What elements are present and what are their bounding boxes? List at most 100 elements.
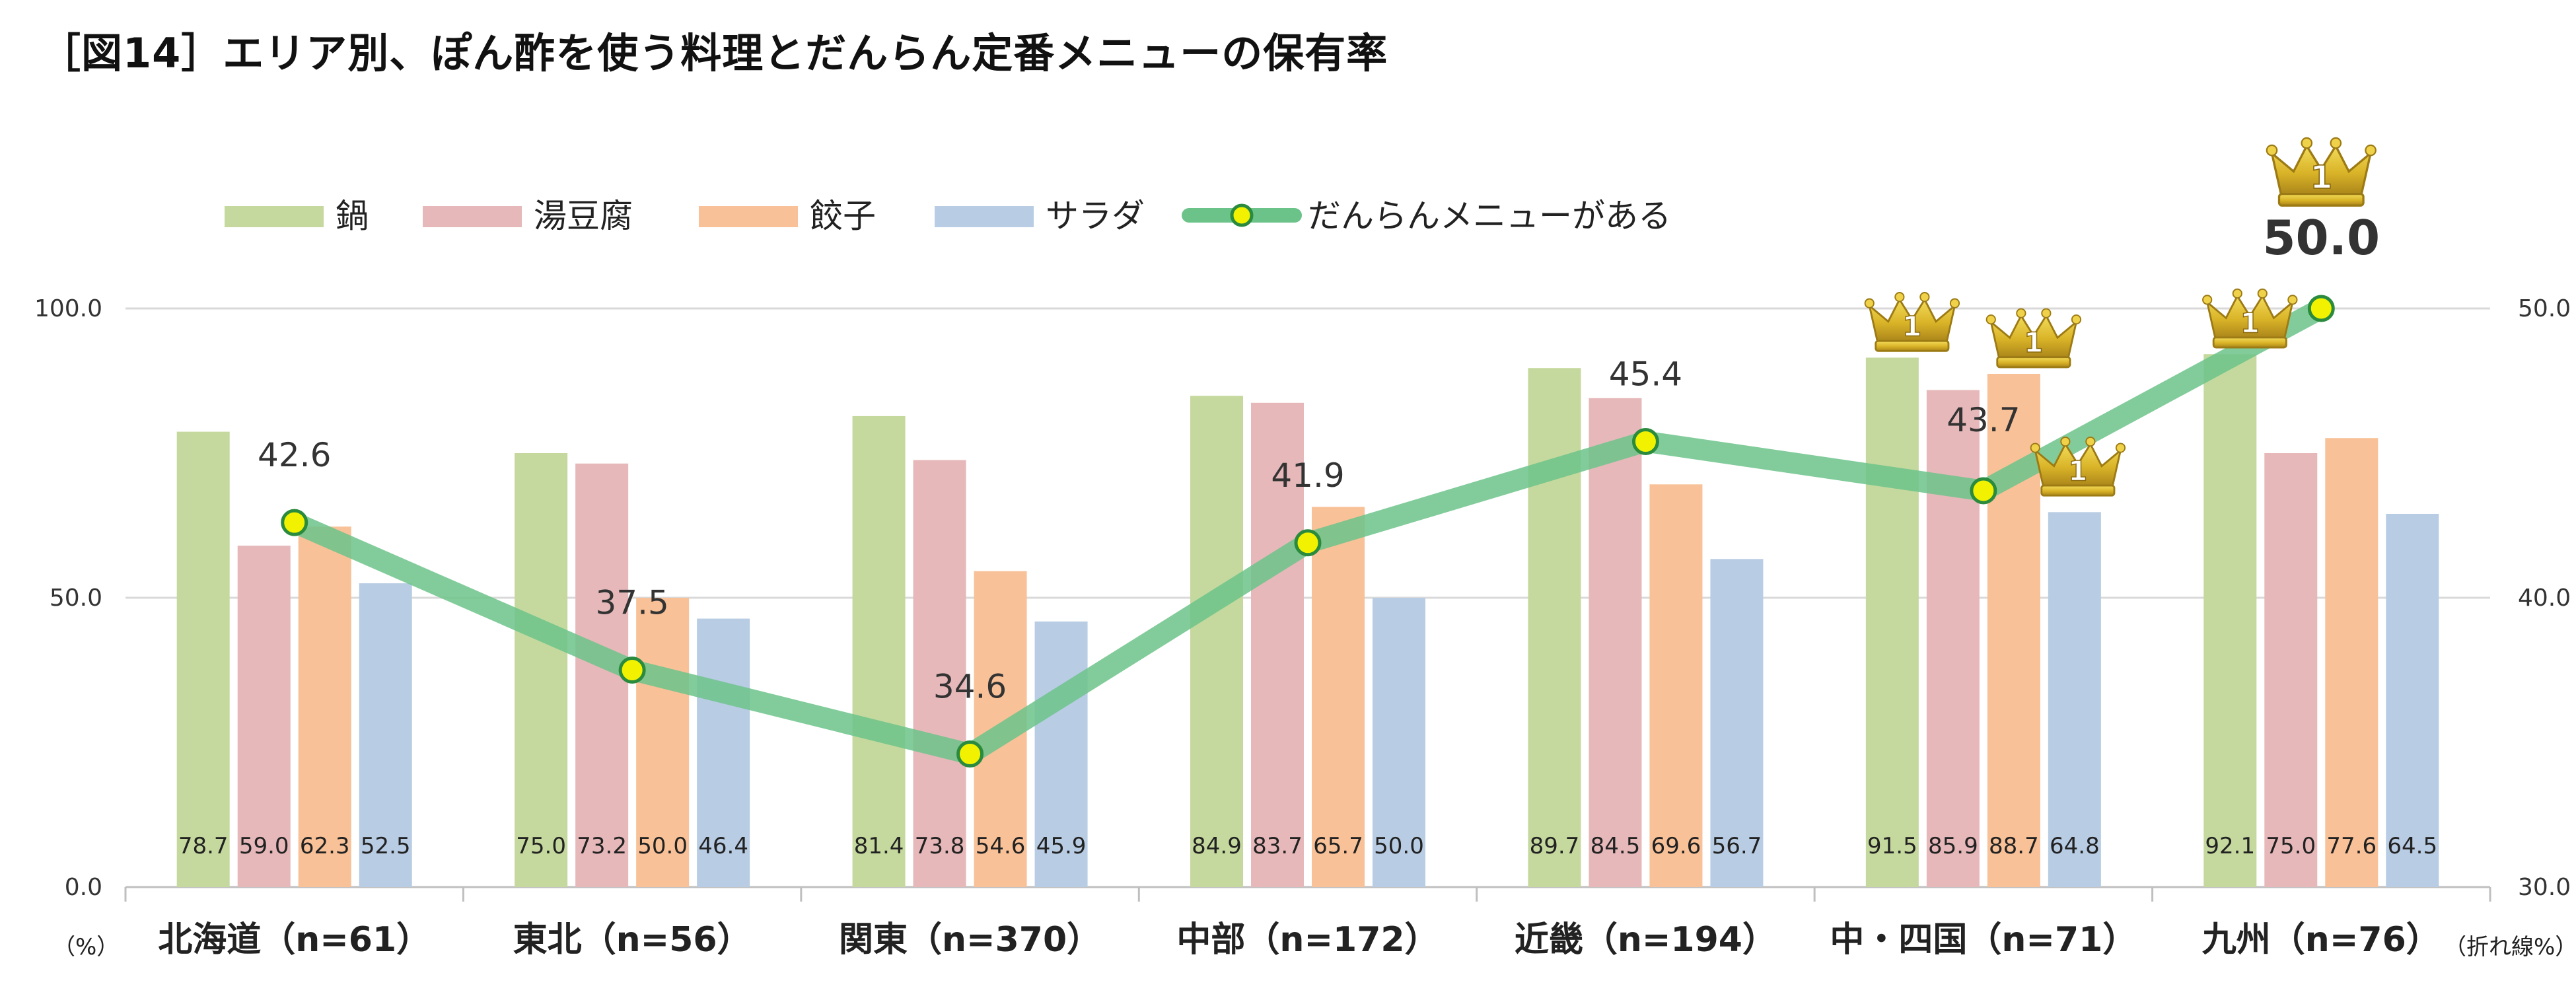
bar-value-label: 73.2	[577, 833, 627, 859]
right-tick-label: 40.0	[2518, 585, 2571, 612]
left-axis-unit: （%）	[53, 934, 119, 960]
bar-value-label: 65.7	[1313, 833, 1363, 859]
bar-サラダ	[1373, 598, 1425, 887]
bar-湯豆腐	[913, 460, 966, 887]
bar-湯豆腐	[237, 546, 291, 887]
bar-鍋	[1528, 368, 1581, 887]
bar-value-label: 64.8	[2050, 833, 2100, 859]
crown-icon: 1	[2030, 436, 2126, 497]
line-point	[1294, 529, 1322, 557]
right-axis-unit: （折れ線%）	[2444, 934, 2576, 960]
svg-text:1: 1	[2240, 306, 2260, 339]
line-point	[281, 509, 308, 536]
bar-value-label: 75.0	[2266, 833, 2316, 859]
bar-鍋	[1190, 396, 1243, 887]
line-value-label: 34.6	[933, 668, 1007, 706]
bar-value-label: 52.5	[361, 833, 411, 859]
bar-value-label: 77.6	[2326, 833, 2377, 859]
bar-value-label: 64.5	[2387, 833, 2437, 859]
line-value-label: 37.5	[595, 584, 668, 622]
bar-value-label: 91.5	[1867, 833, 1917, 859]
right-tick-label: 50.0	[2518, 295, 2571, 322]
bar-value-label: 54.6	[976, 833, 1026, 859]
legend-label: 餃子	[810, 197, 876, 235]
line-point	[1970, 477, 1997, 505]
line-point	[2307, 295, 2335, 322]
bar-サラダ	[697, 618, 750, 887]
bar-value-label: 45.9	[1036, 833, 1087, 859]
crown-icon: 1	[2266, 137, 2377, 207]
bar-value-label: 50.0	[1374, 833, 1424, 859]
crown-icon: 1	[1986, 308, 2082, 369]
svg-text:1: 1	[1902, 310, 1921, 343]
legend-swatch	[935, 206, 1034, 227]
bar-餃子	[298, 526, 351, 887]
bar-サラダ	[2386, 513, 2439, 887]
bar-value-label: 62.3	[300, 833, 350, 859]
bar-鍋	[852, 415, 906, 887]
bar-サラダ	[1710, 559, 1764, 887]
bar-サラダ	[1034, 621, 1088, 887]
legend-swatch	[699, 206, 798, 227]
category-label: 近畿（n=194）	[1515, 920, 1777, 960]
line-value-label: 42.6	[258, 436, 331, 474]
bar-鍋	[176, 431, 230, 887]
bar-湯豆腐	[1926, 390, 1980, 887]
bar-湯豆腐	[1589, 398, 1642, 887]
bar-湯豆腐	[1251, 402, 1304, 887]
crown-icon: 1	[2202, 288, 2298, 349]
line-value-label: 41.9	[1271, 456, 1344, 495]
legend-label: サラダ	[1046, 197, 1145, 235]
chart-title: ［図14］エリア別、ぽん酢を使う料理とだんらん定番メニューの保有率	[40, 29, 1388, 77]
bar-value-label: 56.7	[1712, 833, 1762, 859]
bar-餃子	[636, 598, 690, 887]
bar-value-label: 81.4	[854, 833, 904, 859]
bar-value-label: 73.8	[915, 833, 965, 859]
left-tick-label: 50.0	[50, 585, 102, 612]
right-tick-label: 30.0	[2518, 874, 2571, 901]
bar-餃子	[1312, 507, 1365, 887]
legend-label: 鍋	[336, 197, 369, 235]
line-point	[1631, 427, 1659, 455]
legend-line-marker	[1230, 203, 1254, 227]
bar-サラダ	[359, 583, 412, 887]
bar-value-label: 92.1	[2205, 833, 2255, 859]
line-point	[618, 657, 646, 684]
category-label: 東北（n=56）	[513, 920, 752, 960]
category-label: 中部（n=172）	[1176, 920, 1439, 960]
bar-value-label: 75.0	[516, 833, 566, 859]
bar-value-label: 89.7	[1530, 833, 1580, 859]
bar-value-label: 59.0	[239, 833, 289, 859]
svg-text:1: 1	[2310, 159, 2332, 196]
category-label: 北海道（n=61）	[158, 920, 431, 960]
bar-value-label: 84.9	[1192, 833, 1242, 859]
bar-サラダ	[2048, 512, 2101, 887]
bar-餃子	[1649, 484, 1703, 887]
bar-鍋	[515, 453, 568, 887]
bar-value-label: 46.4	[698, 833, 748, 859]
line-value-label: 43.7	[1947, 401, 2020, 439]
legend-swatch	[423, 206, 522, 227]
bar-鍋	[1865, 357, 1919, 887]
bar-value-label: 88.7	[1989, 833, 2039, 859]
bar-value-label: 84.5	[1591, 833, 1641, 859]
line-value-label: 45.4	[1609, 355, 1682, 393]
legend-swatch	[225, 206, 324, 227]
left-tick-label: 0.0	[65, 874, 102, 901]
bar-value-label: 69.6	[1651, 833, 1701, 859]
category-label: 関東（n=370）	[839, 920, 1101, 960]
category-label: 中・四国（n=71）	[1830, 920, 2137, 960]
bar-value-label: 83.7	[1252, 833, 1303, 859]
svg-text:1: 1	[2068, 454, 2087, 487]
bar-鍋	[2203, 354, 2257, 887]
bar-湯豆腐	[2264, 453, 2318, 887]
svg-text:1: 1	[2024, 326, 2043, 359]
bar-value-label: 78.7	[178, 833, 229, 859]
legend-label: だんらんメニューがある	[1308, 197, 1671, 235]
crown-icon: 1	[1864, 292, 1960, 352]
bar-value-label: 85.9	[1928, 833, 1978, 859]
line-point	[956, 740, 984, 768]
category-label: 九州（n=76）	[2202, 920, 2441, 960]
bar-餃子	[2325, 438, 2379, 887]
